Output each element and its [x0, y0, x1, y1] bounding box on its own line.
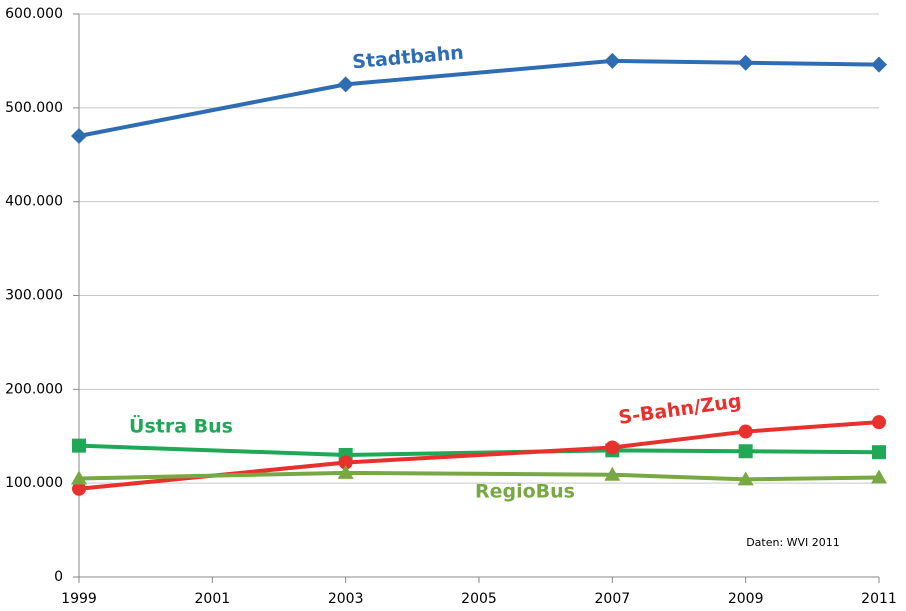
x-tick-label: 2007 [595, 591, 631, 607]
x-tick-label: 2001 [195, 591, 231, 607]
y-tick-label: 400.000 [5, 194, 63, 210]
marker [71, 127, 87, 144]
marker [337, 464, 354, 479]
x-tick-label: 2011 [861, 591, 897, 607]
marker [872, 445, 886, 460]
marker [871, 56, 887, 73]
series-label: S-Bahn/Zug [617, 390, 743, 429]
x-tick-label: 2005 [461, 591, 497, 607]
marker [871, 469, 887, 484]
marker [72, 438, 86, 453]
y-tick-label: 300.000 [5, 288, 63, 304]
x-tick-label: 2003 [328, 591, 364, 607]
marker [737, 471, 754, 486]
x-tick-label: 1999 [61, 591, 97, 607]
marker [338, 455, 353, 470]
y-tick-label: 500.000 [5, 100, 63, 116]
y-tick-label: 200.000 [5, 381, 63, 397]
marker [738, 424, 753, 439]
marker [71, 470, 87, 485]
x-tick-label: 2009 [728, 591, 764, 607]
marker [72, 481, 86, 496]
marker [738, 444, 753, 459]
marker [337, 76, 354, 93]
marker [737, 54, 754, 71]
marker [604, 466, 621, 481]
series-label: Stadtbahn [351, 42, 464, 74]
series-line [78, 58, 880, 138]
y-tick-label: 0 [54, 569, 63, 585]
annotation: Daten: WVI 2011 [746, 536, 840, 549]
marker [605, 440, 620, 455]
series-label: Üstra Bus [129, 414, 233, 438]
marker [872, 415, 886, 430]
series-label: RegioBus [475, 481, 575, 503]
y-tick-label: 100.000 [5, 475, 63, 491]
marker [604, 52, 621, 69]
y-tick-label: 600.000 [5, 6, 63, 22]
